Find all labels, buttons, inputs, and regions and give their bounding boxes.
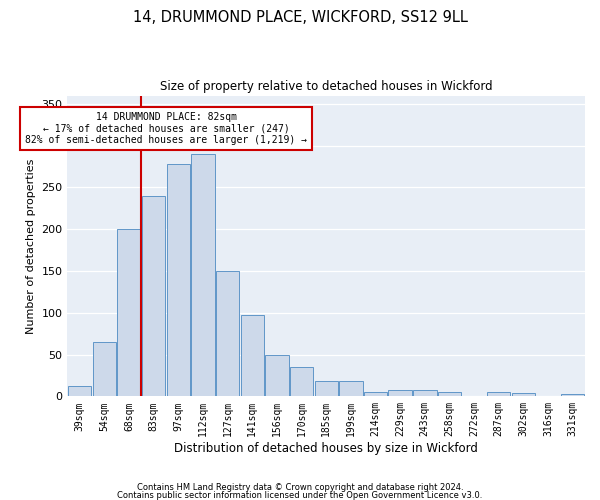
Bar	[487, 392, 511, 396]
Bar	[68, 386, 91, 396]
Bar	[265, 356, 289, 397]
Bar	[561, 394, 584, 396]
Bar	[216, 271, 239, 396]
Title: Size of property relative to detached houses in Wickford: Size of property relative to detached ho…	[160, 80, 493, 93]
Bar	[290, 367, 313, 396]
Text: 14, DRUMMOND PLACE, WICKFORD, SS12 9LL: 14, DRUMMOND PLACE, WICKFORD, SS12 9LL	[133, 10, 467, 25]
Bar	[118, 229, 141, 396]
Text: 14 DRUMMOND PLACE: 82sqm
← 17% of detached houses are smaller (247)
82% of semi-: 14 DRUMMOND PLACE: 82sqm ← 17% of detach…	[25, 112, 307, 146]
Bar	[339, 382, 362, 396]
Bar	[142, 196, 166, 396]
Bar	[512, 393, 535, 396]
X-axis label: Distribution of detached houses by size in Wickford: Distribution of detached houses by size …	[174, 442, 478, 455]
Bar	[314, 382, 338, 396]
Bar	[413, 390, 437, 396]
Bar	[364, 392, 387, 396]
Text: Contains HM Land Registry data © Crown copyright and database right 2024.: Contains HM Land Registry data © Crown c…	[137, 484, 463, 492]
Bar	[191, 154, 215, 396]
Bar	[92, 342, 116, 396]
Bar	[438, 392, 461, 396]
Bar	[167, 164, 190, 396]
Y-axis label: Number of detached properties: Number of detached properties	[26, 158, 36, 334]
Bar	[241, 316, 264, 396]
Text: Contains public sector information licensed under the Open Government Licence v3: Contains public sector information licen…	[118, 490, 482, 500]
Bar	[388, 390, 412, 396]
